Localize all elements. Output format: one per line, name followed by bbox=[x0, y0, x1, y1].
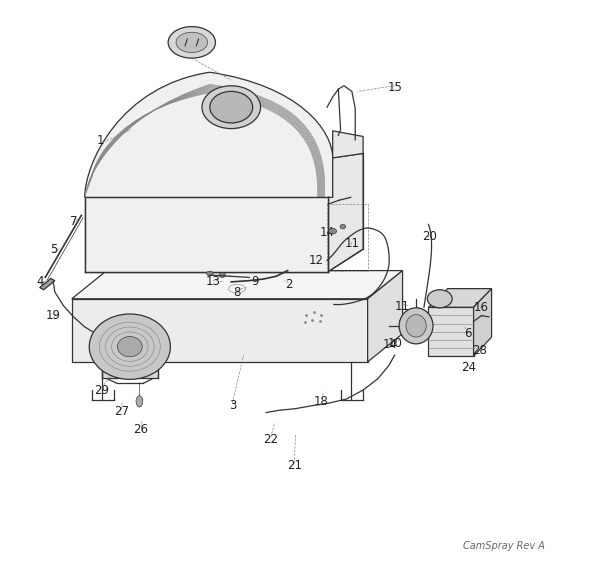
Ellipse shape bbox=[118, 336, 142, 357]
Polygon shape bbox=[72, 299, 368, 362]
Ellipse shape bbox=[89, 314, 170, 380]
Ellipse shape bbox=[202, 86, 260, 129]
Polygon shape bbox=[328, 154, 363, 272]
Text: 16: 16 bbox=[474, 301, 489, 314]
Polygon shape bbox=[85, 197, 328, 272]
Text: 10: 10 bbox=[387, 338, 402, 350]
Polygon shape bbox=[428, 307, 473, 356]
Text: 12: 12 bbox=[308, 254, 323, 267]
Text: 19: 19 bbox=[46, 309, 61, 322]
Text: 29: 29 bbox=[94, 384, 109, 397]
Text: 27: 27 bbox=[114, 405, 129, 418]
Polygon shape bbox=[101, 366, 158, 378]
Text: 23: 23 bbox=[397, 319, 412, 332]
Text: 18: 18 bbox=[314, 395, 329, 408]
Text: 14: 14 bbox=[320, 226, 335, 239]
Text: 21: 21 bbox=[287, 458, 302, 472]
Ellipse shape bbox=[168, 26, 215, 58]
Text: 22: 22 bbox=[263, 433, 278, 446]
Text: 20: 20 bbox=[422, 230, 437, 243]
Text: 14: 14 bbox=[383, 339, 398, 351]
Text: 6: 6 bbox=[464, 327, 472, 340]
PathPatch shape bbox=[85, 72, 332, 197]
Text: 9: 9 bbox=[251, 275, 259, 289]
Ellipse shape bbox=[136, 396, 143, 407]
Ellipse shape bbox=[219, 273, 226, 277]
Text: 4: 4 bbox=[36, 275, 43, 289]
Text: 8: 8 bbox=[233, 286, 241, 298]
Text: 2: 2 bbox=[285, 278, 292, 291]
Polygon shape bbox=[332, 131, 363, 158]
Text: 3: 3 bbox=[229, 399, 236, 412]
Text: 11: 11 bbox=[344, 237, 359, 250]
Text: CamSpray Rev A: CamSpray Rev A bbox=[463, 540, 545, 551]
Text: 26: 26 bbox=[134, 423, 149, 436]
Polygon shape bbox=[473, 289, 491, 356]
Ellipse shape bbox=[427, 290, 452, 308]
Polygon shape bbox=[40, 278, 55, 290]
Text: 28: 28 bbox=[472, 344, 487, 357]
Polygon shape bbox=[368, 271, 403, 362]
Polygon shape bbox=[428, 289, 491, 307]
Text: 1: 1 bbox=[96, 135, 104, 148]
Text: 15: 15 bbox=[387, 81, 402, 94]
Text: 24: 24 bbox=[461, 361, 476, 374]
Ellipse shape bbox=[329, 228, 337, 234]
Text: 7: 7 bbox=[70, 214, 77, 228]
Polygon shape bbox=[72, 271, 403, 299]
Ellipse shape bbox=[206, 271, 213, 275]
Text: 25: 25 bbox=[412, 319, 427, 332]
Ellipse shape bbox=[399, 308, 433, 344]
Ellipse shape bbox=[210, 91, 253, 123]
Ellipse shape bbox=[406, 315, 426, 337]
Text: 11: 11 bbox=[395, 300, 410, 313]
Text: 5: 5 bbox=[50, 243, 58, 256]
Text: 13: 13 bbox=[205, 275, 220, 289]
Ellipse shape bbox=[176, 32, 208, 52]
Ellipse shape bbox=[340, 224, 346, 229]
Text: 17: 17 bbox=[185, 33, 200, 46]
